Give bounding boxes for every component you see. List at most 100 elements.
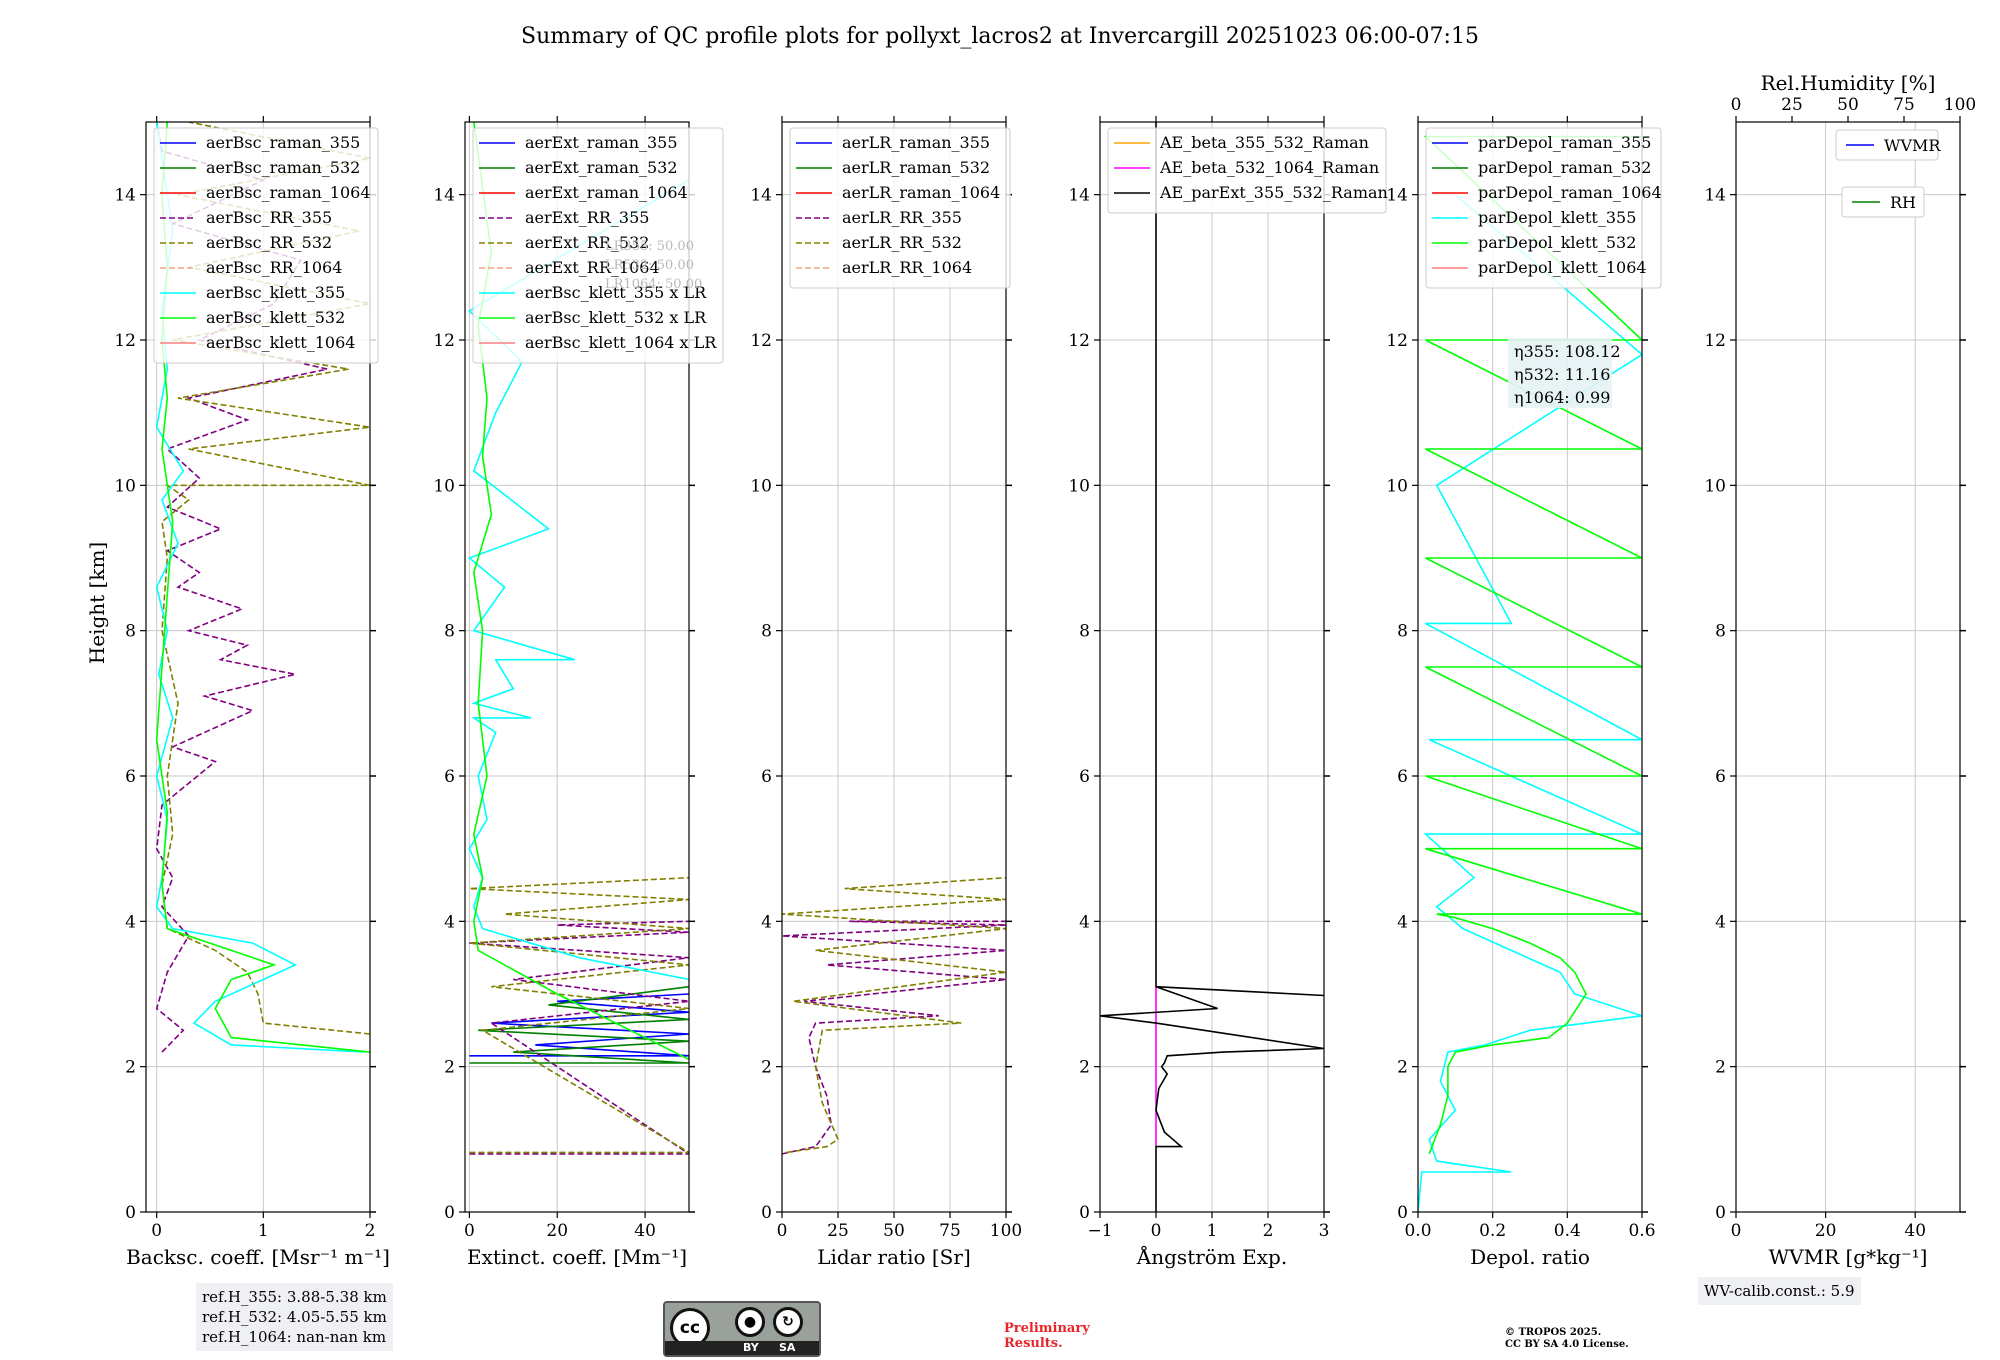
y-tick-label: 6 bbox=[1079, 767, 1090, 787]
wv-calib-box: WV-calib.const.: 5.9 bbox=[1698, 1277, 1861, 1305]
y-tick-label: 14 bbox=[1386, 186, 1408, 206]
legend-label: parDepol_raman_532 bbox=[1478, 158, 1651, 177]
legend-label: parDepol_raman_355 bbox=[1478, 133, 1651, 152]
series-group bbox=[1418, 135, 1642, 1212]
y-tick-label: 10 bbox=[1068, 476, 1090, 496]
x-axis-label: Extinct. coeff. [Mm⁻¹] bbox=[467, 1245, 687, 1269]
x-axis-label: Ångström Exp. bbox=[1136, 1244, 1287, 1269]
legend-label: aerBsc_RR_355 bbox=[206, 208, 332, 227]
series-line-aerext-raman-532 bbox=[469, 985, 689, 1064]
x-tick-label: 0 bbox=[1731, 1221, 1742, 1241]
person-icon: ● bbox=[735, 1307, 765, 1337]
legend-label: aerLR_RR_1064 bbox=[842, 258, 972, 277]
legend-label: aerBsc_klett_532 bbox=[206, 308, 345, 327]
y-tick-label: 8 bbox=[1715, 622, 1726, 642]
y-tick-label: 2 bbox=[444, 1058, 455, 1078]
axes-frame bbox=[145, 121, 371, 1213]
lr-annotation: LR1064: 50.00 bbox=[605, 277, 702, 292]
y-tick-label: 8 bbox=[444, 622, 455, 642]
y-tick-label: 8 bbox=[761, 622, 772, 642]
y-tick-label: 10 bbox=[1386, 476, 1408, 496]
legend-label: aerLR_raman_355 bbox=[842, 133, 990, 152]
legend-label: aerExt_raman_1064 bbox=[525, 183, 688, 202]
legend-label: aerBsc_klett_1064 bbox=[206, 333, 355, 352]
series-line-aerext-raman-355 bbox=[469, 993, 689, 1057]
y-tick-label: 8 bbox=[1079, 622, 1090, 642]
y-tick-label: 2 bbox=[1079, 1058, 1090, 1078]
y-tick-label: 14 bbox=[1704, 186, 1726, 206]
y-tick-label: 0 bbox=[761, 1203, 772, 1223]
legend-label: AE_parExt_355_532_Raman bbox=[1159, 183, 1388, 202]
legend: aerBsc_raman_355 aerBsc_raman_532 aerBsc_r… bbox=[153, 127, 379, 364]
legend-label: aerBsc_raman_1064 bbox=[206, 183, 371, 202]
y-tick-label: 4 bbox=[1715, 912, 1726, 932]
y-tick-label: 2 bbox=[1397, 1058, 1408, 1078]
y-axis-label: Height [km] bbox=[85, 542, 109, 664]
panel-lr: 0 2 4 6 8 10 12 14 0 25 50 75 100 Lidar ratio [Sr] aer… bbox=[750, 116, 1022, 1269]
legend-label: aerBsc_RR_532 bbox=[206, 233, 332, 252]
y-tick-label: 12 bbox=[1704, 331, 1726, 351]
y-tick-label: 2 bbox=[761, 1058, 772, 1078]
legend-box bbox=[472, 127, 724, 364]
x-tick-label: 0.0 bbox=[1404, 1221, 1431, 1241]
x2-tick-label: 50 bbox=[1837, 95, 1859, 115]
x-tick-label: 3 bbox=[1319, 1221, 1330, 1241]
y-tick-label: 14 bbox=[1068, 186, 1090, 206]
x-tick-label: 0 bbox=[464, 1221, 475, 1241]
x-tick-label: 100 bbox=[990, 1221, 1022, 1241]
y-tick-label: 14 bbox=[433, 186, 455, 206]
cc-by-label: BY bbox=[743, 1341, 759, 1354]
axes-frame bbox=[1417, 121, 1643, 1213]
x-tick-label: 50 bbox=[883, 1221, 905, 1241]
x-axis-label: Backsc. coeff. [Msr⁻¹ m⁻¹] bbox=[126, 1245, 390, 1269]
y-tick-label: 8 bbox=[125, 622, 136, 642]
x-tick-label: 40 bbox=[634, 1221, 656, 1241]
legend-label: aerExt_raman_532 bbox=[525, 158, 678, 177]
x-tick-label: 40 bbox=[1904, 1221, 1926, 1241]
y-tick-label: 0 bbox=[1715, 1203, 1726, 1223]
legend-label: aerExt_RR_532 bbox=[525, 233, 649, 252]
y-tick-label: 0 bbox=[125, 1203, 136, 1223]
legend-label: aerBsc_klett_355 bbox=[206, 283, 345, 302]
legend-label: aerExt_raman_355 bbox=[525, 133, 678, 152]
legend-label: aerLR_raman_532 bbox=[842, 158, 990, 177]
x-tick-label: 1 bbox=[258, 1221, 269, 1241]
y-tick-label: 6 bbox=[444, 767, 455, 787]
y-tick-label: 0 bbox=[444, 1203, 455, 1223]
preliminary-line-1: Preliminary bbox=[1004, 1321, 1090, 1336]
legend-label: aerExt_RR_1064 bbox=[525, 258, 660, 277]
x-tick-label: 0 bbox=[1151, 1221, 1162, 1241]
panel-depol: 0 2 4 6 8 10 12 14 0.0 0.2 0.4 0.6 Depol. ratio parDe… bbox=[1386, 116, 1662, 1269]
x-tick-label: 75 bbox=[939, 1221, 961, 1241]
x-tick-label: 20 bbox=[546, 1221, 568, 1241]
legend-label: AE_beta_532_1064_Raman bbox=[1159, 158, 1379, 177]
refh-532: ref.H_532: 4.05-5.55 km bbox=[202, 1308, 387, 1326]
copyright-note: © TROPOS 2025. CC BY SA 4.0 License. bbox=[1505, 1327, 1629, 1351]
legend-label: parDepol_klett_1064 bbox=[1478, 258, 1647, 277]
axes-frame bbox=[464, 121, 690, 1213]
lr-annotation: LR532: 50.00 bbox=[605, 258, 694, 273]
y-tick-label: 12 bbox=[433, 331, 455, 351]
y-tick-label: 4 bbox=[1079, 912, 1090, 932]
y-tick-label: 10 bbox=[1704, 476, 1726, 496]
y-tick-label: 4 bbox=[761, 912, 772, 932]
legend-label: aerBsc_RR_1064 bbox=[206, 258, 342, 277]
cc-sa-label: SA bbox=[779, 1341, 796, 1354]
legend-label: aerLR_raman_1064 bbox=[842, 183, 1000, 202]
legend-label: parDepol_raman_1064 bbox=[1478, 183, 1662, 202]
refh-355: ref.H_355: 3.88-5.38 km bbox=[202, 1288, 387, 1306]
legend-label: RH bbox=[1890, 193, 1916, 212]
legend-label: aerBsc_klett_355 x LR bbox=[525, 283, 707, 302]
wv-calib-text: WV-calib.const.: 5.9 bbox=[1704, 1282, 1855, 1300]
x-tick-label: 0.2 bbox=[1479, 1221, 1506, 1241]
x-tick-label: 0 bbox=[151, 1221, 162, 1241]
lr-annotation: LR355: 50.00 bbox=[605, 239, 694, 254]
x-tick-label: 0 bbox=[777, 1221, 788, 1241]
copyright-line-2: CC BY SA 4.0 License. bbox=[1505, 1339, 1629, 1350]
y-tick-label: 12 bbox=[1386, 331, 1408, 351]
legend-box bbox=[1425, 127, 1662, 289]
legend-label: parDepol_klett_532 bbox=[1478, 233, 1636, 252]
series-line-aerbsc-klett-355 bbox=[155, 122, 365, 1053]
